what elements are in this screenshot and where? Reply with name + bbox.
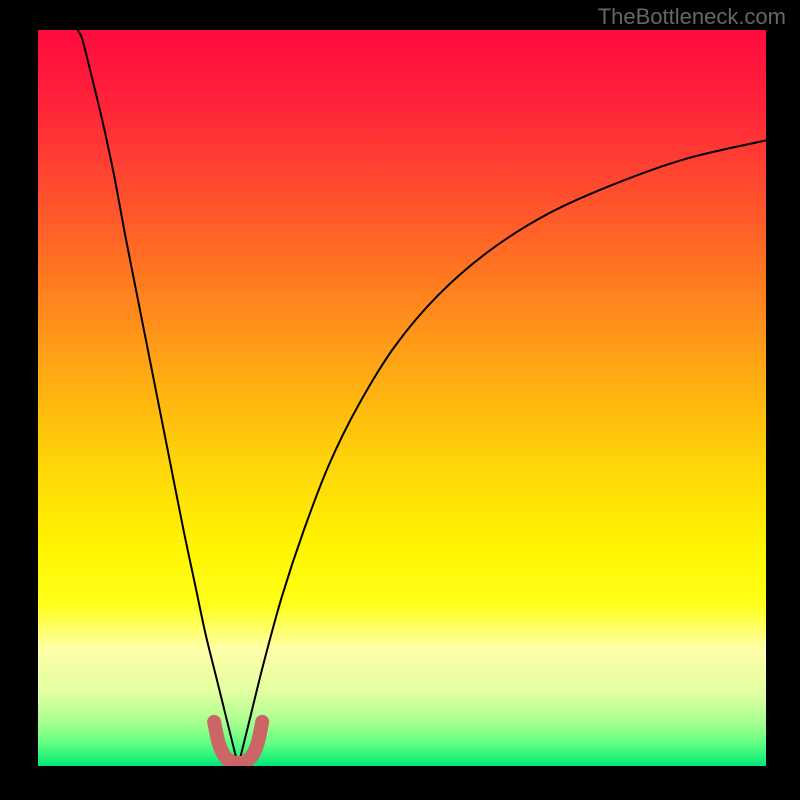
watermark-text: TheBottleneck.com	[598, 4, 786, 30]
chart-svg	[38, 30, 766, 766]
chart-frame: TheBottleneck.com	[0, 0, 800, 800]
plot-area	[38, 30, 766, 766]
chart-background	[38, 30, 766, 766]
